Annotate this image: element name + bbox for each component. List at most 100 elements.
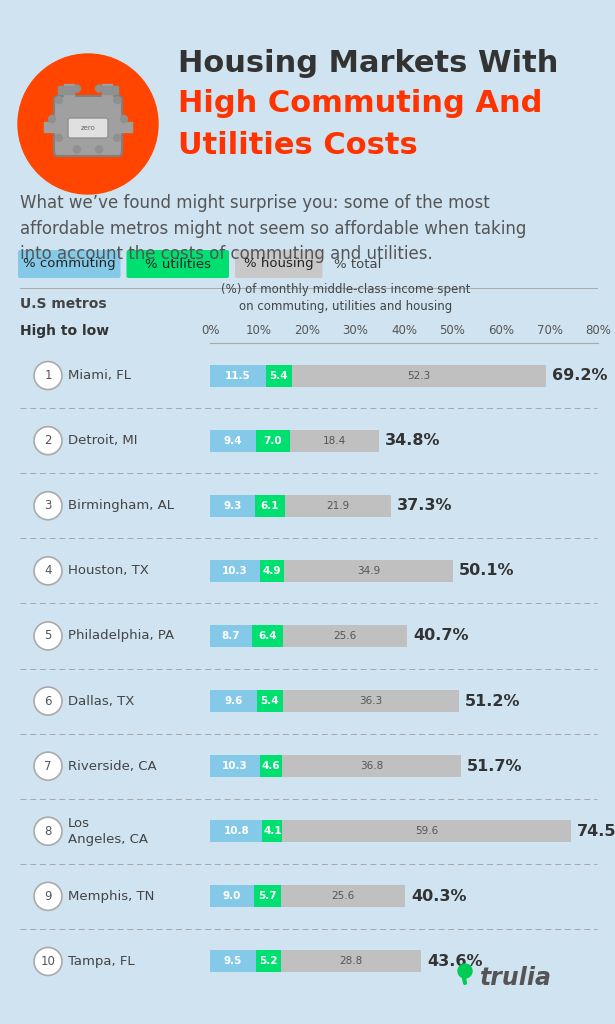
- Text: 2: 2: [44, 434, 52, 447]
- Circle shape: [121, 116, 127, 123]
- Text: 25.6: 25.6: [331, 891, 355, 901]
- Circle shape: [55, 96, 62, 103]
- Circle shape: [458, 964, 472, 978]
- Text: What we’ve found might surprise you: some of the most
affordable metros might no: What we’ve found might surprise you: som…: [20, 194, 526, 263]
- Bar: [282, 820, 571, 843]
- Text: 5: 5: [44, 630, 52, 642]
- Text: Dallas, TX: Dallas, TX: [68, 694, 134, 708]
- Text: Tampa, FL: Tampa, FL: [68, 955, 135, 968]
- Text: 69.2%: 69.2%: [552, 368, 607, 383]
- Text: 9: 9: [44, 890, 52, 903]
- Circle shape: [34, 947, 62, 976]
- Text: 9.6: 9.6: [224, 696, 242, 707]
- Text: Housing Markets With: Housing Markets With: [178, 49, 558, 79]
- Circle shape: [95, 146, 103, 153]
- Text: 70%: 70%: [536, 325, 563, 338]
- Text: 40.7%: 40.7%: [413, 629, 469, 643]
- Text: Utilities Costs: Utilities Costs: [178, 131, 418, 161]
- Text: 52.3: 52.3: [407, 371, 430, 381]
- Bar: [255, 495, 285, 517]
- Text: 9.4: 9.4: [223, 435, 242, 445]
- Text: Detroit, MI: Detroit, MI: [68, 434, 138, 447]
- Bar: [210, 886, 253, 907]
- Text: High Commuting And: High Commuting And: [178, 89, 542, 119]
- Circle shape: [114, 96, 121, 103]
- Text: 40%: 40%: [391, 325, 417, 338]
- Text: 18.4: 18.4: [322, 435, 346, 445]
- Text: % total: % total: [335, 257, 382, 270]
- Text: 9.5: 9.5: [224, 956, 242, 967]
- Text: % commuting: % commuting: [23, 257, 116, 270]
- Text: 8.7: 8.7: [222, 631, 240, 641]
- Circle shape: [34, 557, 62, 585]
- Text: 40.3%: 40.3%: [411, 889, 467, 904]
- Text: 4: 4: [44, 564, 52, 578]
- Text: Miami, FL: Miami, FL: [68, 369, 131, 382]
- Text: % utilities: % utilities: [145, 257, 211, 270]
- Bar: [284, 560, 453, 582]
- FancyBboxPatch shape: [18, 250, 121, 278]
- Bar: [210, 690, 256, 712]
- Text: 34.8%: 34.8%: [385, 433, 440, 449]
- Bar: [256, 690, 283, 712]
- Bar: [102, 84, 112, 100]
- Text: 7: 7: [44, 760, 52, 773]
- Text: Birmingham, AL: Birmingham, AL: [68, 500, 174, 512]
- Text: 6.4: 6.4: [258, 631, 277, 641]
- Text: Houston, TX: Houston, TX: [68, 564, 149, 578]
- Bar: [210, 430, 256, 452]
- Text: zero: zero: [81, 125, 95, 131]
- Text: 37.3%: 37.3%: [397, 499, 453, 513]
- Text: 50%: 50%: [440, 325, 466, 338]
- Bar: [210, 365, 266, 386]
- Bar: [283, 690, 459, 712]
- Text: Los
Angeles, CA: Los Angeles, CA: [68, 817, 148, 846]
- Circle shape: [18, 54, 158, 194]
- Text: 43.6%: 43.6%: [427, 954, 483, 969]
- Circle shape: [73, 85, 81, 92]
- Text: 8: 8: [44, 824, 52, 838]
- Text: 36.3: 36.3: [359, 696, 383, 707]
- Circle shape: [34, 753, 62, 780]
- Text: 11.5: 11.5: [225, 371, 251, 381]
- Text: 36.8: 36.8: [360, 761, 383, 771]
- Text: 60%: 60%: [488, 325, 514, 338]
- Text: 9.0: 9.0: [223, 891, 241, 901]
- Bar: [256, 950, 281, 973]
- Circle shape: [34, 492, 62, 520]
- FancyBboxPatch shape: [54, 96, 122, 156]
- Bar: [281, 950, 421, 973]
- Bar: [210, 950, 256, 973]
- Text: 30%: 30%: [343, 325, 368, 338]
- Bar: [102, 86, 118, 94]
- Circle shape: [34, 361, 62, 389]
- FancyBboxPatch shape: [127, 250, 229, 278]
- Bar: [210, 625, 252, 647]
- Bar: [44, 122, 58, 132]
- Text: 25.6: 25.6: [334, 631, 357, 641]
- Bar: [210, 560, 260, 582]
- Bar: [64, 84, 74, 100]
- Text: 5.4: 5.4: [260, 696, 279, 707]
- Circle shape: [95, 85, 103, 92]
- Text: 34.9: 34.9: [357, 566, 380, 575]
- Text: High to low: High to low: [20, 324, 109, 338]
- Bar: [256, 430, 290, 452]
- Text: 6: 6: [44, 694, 52, 708]
- Text: 21.9: 21.9: [326, 501, 349, 511]
- Circle shape: [34, 427, 62, 455]
- Text: 59.6: 59.6: [415, 826, 438, 837]
- Text: 80%: 80%: [585, 325, 611, 338]
- Text: % housing: % housing: [244, 257, 314, 270]
- Bar: [252, 625, 284, 647]
- FancyBboxPatch shape: [68, 118, 108, 138]
- Bar: [266, 365, 292, 386]
- Text: 10.3: 10.3: [222, 566, 248, 575]
- Text: 10: 10: [41, 955, 55, 968]
- Text: 10.3: 10.3: [222, 761, 248, 771]
- Text: 4.6: 4.6: [262, 761, 280, 771]
- Text: 51.2%: 51.2%: [465, 693, 520, 709]
- Text: trulia: trulia: [480, 966, 552, 990]
- Text: (%) of monthly middle-class income spent
on commuting, utilities and housing: (%) of monthly middle-class income spent…: [221, 283, 470, 313]
- Text: 5.4: 5.4: [269, 371, 288, 381]
